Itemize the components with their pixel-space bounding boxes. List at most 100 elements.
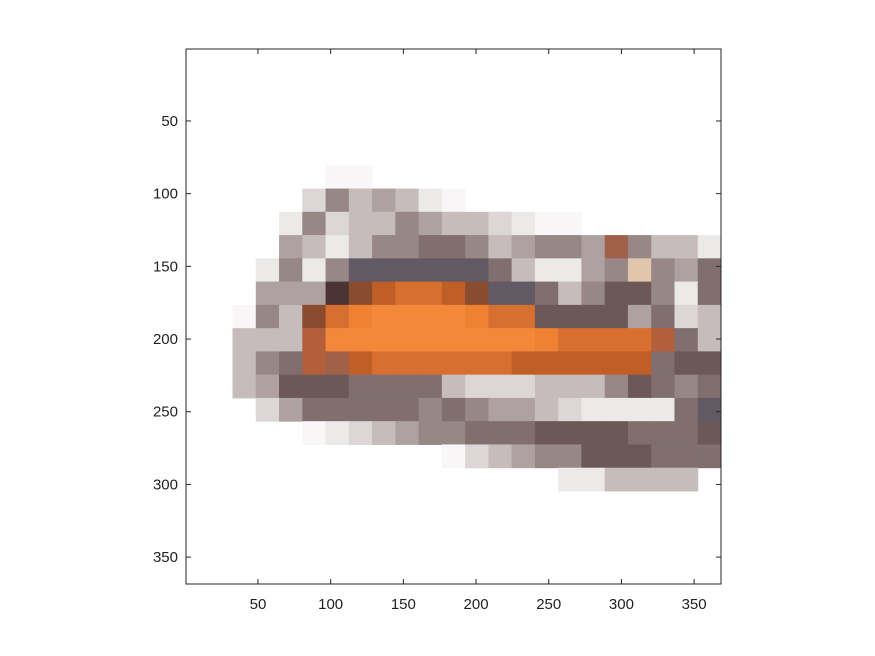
heatmap-cell <box>279 258 303 283</box>
heatmap-cell <box>558 211 582 236</box>
heatmap-cell <box>651 374 675 399</box>
heatmap-cell <box>674 281 699 306</box>
heatmap-cell <box>604 444 629 469</box>
heatmap-cell <box>302 304 327 329</box>
y-tick-label: 100 <box>153 186 178 203</box>
x-tick-label: 100 <box>318 596 343 613</box>
heatmap-cell <box>325 281 350 306</box>
y-tick-label: 200 <box>153 331 178 348</box>
heatmap-cell <box>604 304 629 329</box>
x-tick-label: 250 <box>536 596 561 613</box>
heatmap-cell <box>325 374 350 399</box>
heatmap-cell <box>697 374 722 399</box>
x-tick-label: 300 <box>609 596 634 613</box>
heatmap-cell <box>581 421 606 445</box>
heatmap-cell <box>255 258 280 283</box>
heatmap-cell <box>581 304 606 329</box>
heatmap-cell <box>511 397 536 422</box>
heatmap-cell <box>348 328 373 352</box>
heatmap-cell <box>302 188 327 213</box>
heatmap-cell <box>651 235 675 259</box>
heatmap-cell <box>465 397 489 422</box>
y-tick-label: 250 <box>153 404 178 421</box>
heatmap-cell <box>325 258 350 283</box>
heatmap-cell <box>674 444 699 469</box>
heatmap-cell <box>302 258 327 283</box>
heatmap-cell <box>441 351 466 376</box>
heatmap-cell <box>558 351 582 376</box>
heatmap-cell <box>627 444 652 469</box>
heatmap-cell <box>651 421 675 445</box>
heatmap-cell <box>627 421 652 445</box>
heatmap-cell <box>441 374 466 399</box>
heatmap-cell <box>418 351 443 376</box>
heatmap-cell <box>488 281 513 306</box>
x-axis: 50 100 150 200 250 300 350 <box>250 49 707 613</box>
heatmap-cell <box>604 258 629 283</box>
heatmap-cell <box>418 328 443 352</box>
heatmap-cell <box>604 397 629 422</box>
heatmap-cell <box>674 421 699 445</box>
heatmap-cell <box>511 374 536 399</box>
heatmap-cell <box>604 467 629 492</box>
heatmap-cell <box>604 235 629 259</box>
heatmap-cell <box>348 211 373 236</box>
heatmap-cell <box>325 328 350 352</box>
heatmap-cell <box>325 188 350 213</box>
heatmap-cell <box>372 351 396 376</box>
heatmap-cell <box>558 304 582 329</box>
heatmap-cell <box>534 258 559 283</box>
heatmap-cell <box>325 397 350 422</box>
heatmap-cell <box>558 444 582 469</box>
heatmap-cell <box>302 421 327 445</box>
heatmap-cell <box>511 328 536 352</box>
x-tick-label: 150 <box>391 596 416 613</box>
y-tick-label: 50 <box>161 113 178 130</box>
heatmap-cell <box>534 211 559 236</box>
heatmap-cell <box>627 351 652 376</box>
heatmap-cell <box>558 397 582 422</box>
heatmap-cell <box>255 397 280 422</box>
heatmap-cell <box>627 374 652 399</box>
heatmap-cell <box>488 235 513 259</box>
heatmap-cell <box>395 235 420 259</box>
heatmap-cell <box>418 397 443 422</box>
heatmap-cell <box>511 211 536 236</box>
heatmap-cell <box>279 328 303 352</box>
heatmap-cell <box>395 328 420 352</box>
heatmap-cell <box>325 421 350 445</box>
heatmap-cell <box>441 328 466 352</box>
heatmap-cell <box>674 304 699 329</box>
heatmap-cell <box>558 421 582 445</box>
heatmap-cell <box>418 211 443 236</box>
heatmap-cell <box>372 374 396 399</box>
heatmap-cell <box>418 188 443 213</box>
heatmap-cell <box>488 421 513 445</box>
heatmap-cell <box>697 421 722 445</box>
heatmap-cell <box>604 281 629 306</box>
heatmap-cell <box>279 211 303 236</box>
heatmap-cell <box>581 374 606 399</box>
heatmap-cell <box>302 374 327 399</box>
heatmap-cell <box>534 374 559 399</box>
heatmap-cell <box>441 235 466 259</box>
heatmap-cell <box>511 351 536 376</box>
heatmap-cell <box>325 304 350 329</box>
heatmap-cell <box>651 444 675 469</box>
heatmap-cell <box>674 351 699 376</box>
y-tick-label: 150 <box>153 258 178 275</box>
heatmap-cell <box>465 444 489 469</box>
heatmap-cell <box>697 328 722 352</box>
heatmap-cell <box>348 374 373 399</box>
heatmap-cell <box>651 258 675 283</box>
heatmap-cells <box>232 165 722 492</box>
heatmap-cell <box>441 281 466 306</box>
heatmap-cell <box>255 281 280 306</box>
heatmap-cell <box>418 421 443 445</box>
heatmap-cell <box>697 258 722 283</box>
heatmap-cell <box>418 374 443 399</box>
heatmap-cell <box>418 235 443 259</box>
heatmap-cell <box>232 351 257 376</box>
heatmap-cell <box>581 444 606 469</box>
x-tick-label: 350 <box>682 596 707 613</box>
